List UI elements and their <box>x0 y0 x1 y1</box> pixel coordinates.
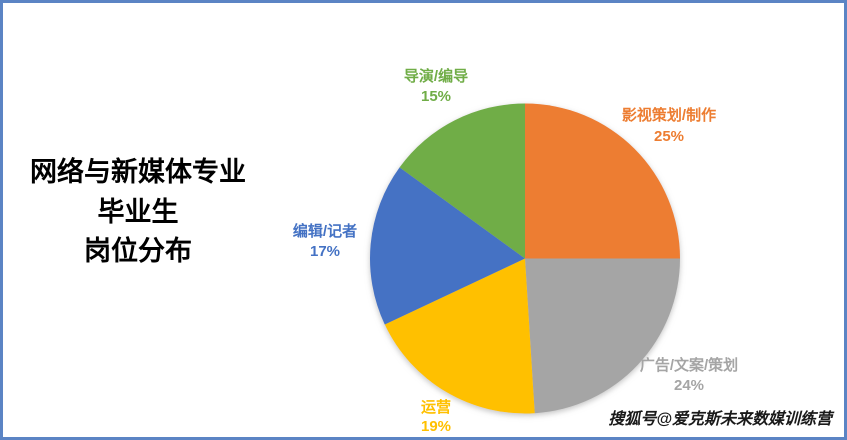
svg-text:17%: 17% <box>310 243 340 260</box>
svg-text:15%: 15% <box>421 88 451 105</box>
svg-text:24%: 24% <box>674 377 704 394</box>
svg-text:25%: 25% <box>654 128 684 145</box>
svg-text:导演/编导: 导演/编导 <box>404 67 468 85</box>
svg-text:编辑/记者: 编辑/记者 <box>293 222 357 240</box>
svg-text:影视策划/制作: 影视策划/制作 <box>622 106 716 124</box>
svg-text:广告/文案/策划: 广告/文案/策划 <box>640 356 738 374</box>
svg-text:19%: 19% <box>421 418 451 435</box>
svg-text:运营: 运营 <box>421 399 451 416</box>
